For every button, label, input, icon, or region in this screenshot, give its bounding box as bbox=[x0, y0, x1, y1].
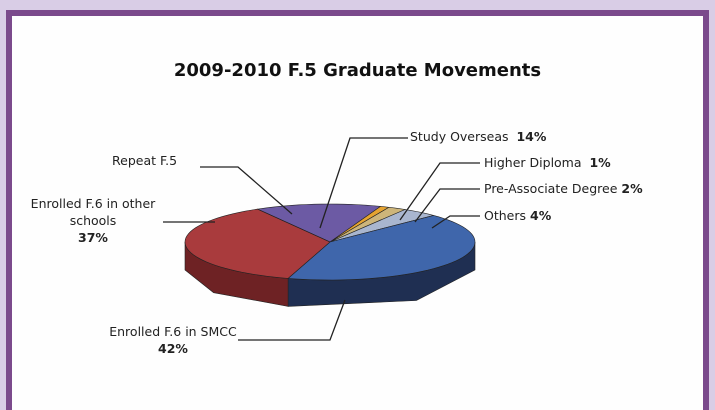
leader-line bbox=[431, 215, 480, 229]
page: 2009-2010 F.5 Graduate Movements Study O… bbox=[6, 10, 709, 410]
chart bbox=[163, 137, 480, 341]
slice bbox=[257, 208, 331, 243]
leader-lines bbox=[163, 137, 480, 341]
label-value: 2% bbox=[621, 181, 643, 196]
leader-line bbox=[414, 188, 480, 223]
label: Higher Diploma 1% bbox=[484, 154, 611, 171]
label: Repeat F.5 bbox=[112, 152, 177, 169]
leader-line bbox=[238, 299, 346, 341]
label: Pre-Associate Degree 2% bbox=[484, 180, 643, 197]
leader-line bbox=[319, 137, 408, 229]
label-name: Pre-Associate Degree bbox=[484, 181, 618, 196]
label-value: 14% bbox=[516, 129, 547, 144]
label: Study Overseas 14% bbox=[410, 128, 546, 145]
label-name: Others bbox=[484, 208, 527, 223]
label-value: 37% bbox=[78, 230, 108, 245]
label-value: 4% bbox=[530, 208, 552, 223]
label-name: Higher Diploma bbox=[484, 155, 582, 170]
label: Others 4% bbox=[484, 207, 551, 224]
slice bbox=[287, 215, 476, 281]
chart-title: 2009-2010 F.5 Graduate Movements bbox=[173, 60, 542, 81]
label-name: Study Overseas bbox=[410, 129, 509, 144]
label-value: 42% bbox=[158, 341, 188, 356]
slice bbox=[184, 208, 331, 279]
label: Enrolled F.6 in other schools 37% bbox=[18, 195, 168, 246]
leader-line bbox=[399, 162, 480, 221]
label: Enrolled F.6 in SMCC 42% bbox=[108, 323, 238, 357]
slice bbox=[256, 203, 382, 243]
label-name: Repeat F.5 bbox=[112, 153, 178, 168]
label-name: Enrolled F.6 in other schools bbox=[30, 196, 156, 228]
label-value: 1% bbox=[589, 155, 611, 170]
slices bbox=[184, 203, 476, 307]
label-name: Enrolled F.6 in SMCC bbox=[109, 324, 237, 339]
leader-line bbox=[200, 166, 293, 215]
slice bbox=[329, 209, 434, 243]
